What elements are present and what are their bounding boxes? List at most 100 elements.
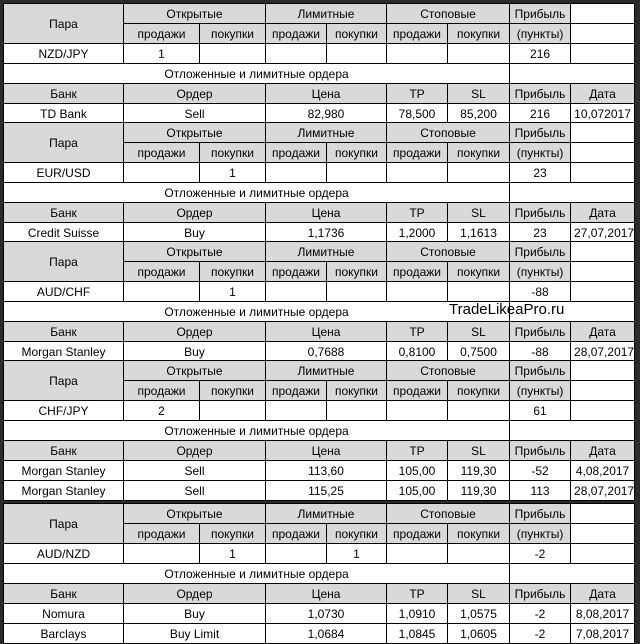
sell-subheader: продажи: [265, 523, 327, 544]
blank-cell: [570, 122, 636, 143]
open-header: Открытые: [123, 360, 266, 381]
tp-header: TP: [386, 321, 449, 342]
order-tp: 1,0910: [386, 603, 449, 624]
order-profit-header: Прибыль: [509, 83, 572, 104]
order-count: [386, 543, 449, 564]
points-header: (пункты): [509, 261, 572, 282]
order-price: 1,0730: [264, 603, 388, 624]
sell-subheader: продажи: [265, 142, 327, 163]
order-header: Ордер: [123, 440, 266, 461]
order-price: 0,7688: [264, 341, 388, 362]
order-price: 1,0684: [264, 623, 388, 644]
pair-table: Пара Открытые Лимитные Стоповые Прибыль прода…: [2, 3, 636, 124]
stop-header: Стоповые: [386, 122, 511, 143]
pair-profit: 61: [509, 400, 572, 421]
sell-subheader: продажи: [123, 142, 200, 163]
order-count: [199, 43, 266, 64]
order-price: 82,980: [264, 103, 388, 124]
bank-name: Nomura: [3, 603, 124, 624]
order-profit: -88: [509, 341, 572, 362]
order-count: [386, 43, 449, 64]
buy-subheader: покупки: [199, 380, 266, 401]
pending-orders-title: Отложенные и лимитные ордера: [2, 301, 511, 322]
pair-header: Пара: [3, 503, 124, 544]
pair-block-aud-chf: Пара Открытые Лимитные Стоповые Прибыль прода…: [2, 241, 636, 363]
order-header: Ордер: [123, 83, 266, 104]
buy-subheader: покупки: [447, 23, 511, 44]
order-count: [325, 281, 388, 302]
order-type: Sell: [123, 103, 266, 124]
order-profit: -2: [509, 623, 572, 644]
stop-header: Стоповые: [386, 3, 511, 24]
buy-subheader: покупки: [447, 142, 511, 163]
pair-block-eur-usd: Пара Открытые Лимитные Стоповые Прибыль прода…: [2, 122, 636, 244]
sl-header: SL: [447, 202, 511, 223]
order-type: Buy Limit: [123, 623, 266, 644]
order-date: 4,08,2017: [570, 460, 636, 481]
buy-subheader: покупки: [325, 142, 388, 163]
order-date: 8,08,2017: [570, 603, 636, 624]
blank-cell: [570, 162, 636, 183]
order-profit: 113: [509, 480, 572, 501]
limit-header: Лимитные: [264, 360, 388, 381]
pair-block-chf-jpy: Пара Открытые Лимитные Стоповые Прибыль прода…: [2, 360, 636, 502]
order-type: Buy: [123, 222, 266, 243]
order-tp: 0,8100: [386, 341, 449, 362]
order-profit-header: Прибыль: [509, 202, 572, 223]
blank-cell: [570, 523, 636, 544]
bank-name: Morgan Stanley: [3, 460, 124, 481]
blank-cell: [570, 3, 636, 24]
order-tp: 1,0845: [386, 623, 449, 644]
blank-cell: [509, 563, 636, 584]
tp-header: TP: [386, 83, 449, 104]
profit-header: Прибыль: [509, 3, 572, 24]
points-header: (пункты): [509, 380, 572, 401]
tp-header: TP: [386, 202, 449, 223]
order-price: 1,1736: [264, 222, 388, 243]
limit-header: Лимитные: [264, 241, 388, 262]
sell-subheader: продажи: [386, 23, 449, 44]
watermark: TradeLikeaPro.ru: [449, 301, 565, 318]
date-header: Дата: [570, 440, 636, 461]
buy-subheader: покупки: [325, 261, 388, 282]
buy-subheader: покупки: [199, 142, 266, 163]
sell-subheader: продажи: [123, 23, 200, 44]
order-date: 10,072017: [570, 103, 636, 124]
blank-cell: [509, 301, 636, 322]
pair-header: Пара: [3, 122, 124, 163]
order-type: Sell: [123, 460, 266, 481]
order-profit: 23: [509, 222, 572, 243]
pair-block-aud-nzd: Пара Открытые Лимитные Стоповые Прибыль прода…: [2, 503, 636, 644]
profit-header: Прибыль: [509, 360, 572, 381]
order-count: 1: [199, 543, 266, 564]
open-header: Открытые: [123, 122, 266, 143]
blank-cell: [509, 63, 636, 84]
pair-name: NZD/JPY: [3, 43, 124, 64]
order-type: Buy: [123, 341, 266, 362]
pair-name: AUD/NZD: [3, 543, 124, 564]
order-count: 1: [199, 281, 266, 302]
profit-header: Прибыль: [509, 122, 572, 143]
sell-subheader: продажи: [386, 142, 449, 163]
blank-cell: [570, 543, 636, 564]
open-header: Открытые: [123, 3, 266, 24]
pair-profit: -88: [509, 281, 572, 302]
order-header: Ордер: [123, 202, 266, 223]
order-count: [447, 543, 511, 564]
profit-header: Прибыль: [509, 241, 572, 262]
buy-subheader: покупки: [447, 523, 511, 544]
pair-name: AUD/CHF: [3, 281, 124, 302]
order-profit-header: Прибыль: [509, 440, 572, 461]
sl-header: SL: [447, 321, 511, 342]
pair-table: Пара Открытые Лимитные Стоповые Прибыль прода…: [2, 360, 636, 501]
buy-subheader: покупки: [199, 523, 266, 544]
pair-name: EUR/USD: [3, 162, 124, 183]
pending-orders-title: Отложенные и лимитные ордера: [2, 563, 511, 584]
blank-cell: [570, 400, 636, 421]
buy-subheader: покупки: [325, 23, 388, 44]
blank-cell: [570, 23, 636, 44]
sell-subheader: продажи: [265, 23, 327, 44]
order-profit: 216: [509, 103, 572, 124]
date-header: Дата: [570, 83, 636, 104]
pair-name: CHF/JPY: [3, 400, 124, 421]
